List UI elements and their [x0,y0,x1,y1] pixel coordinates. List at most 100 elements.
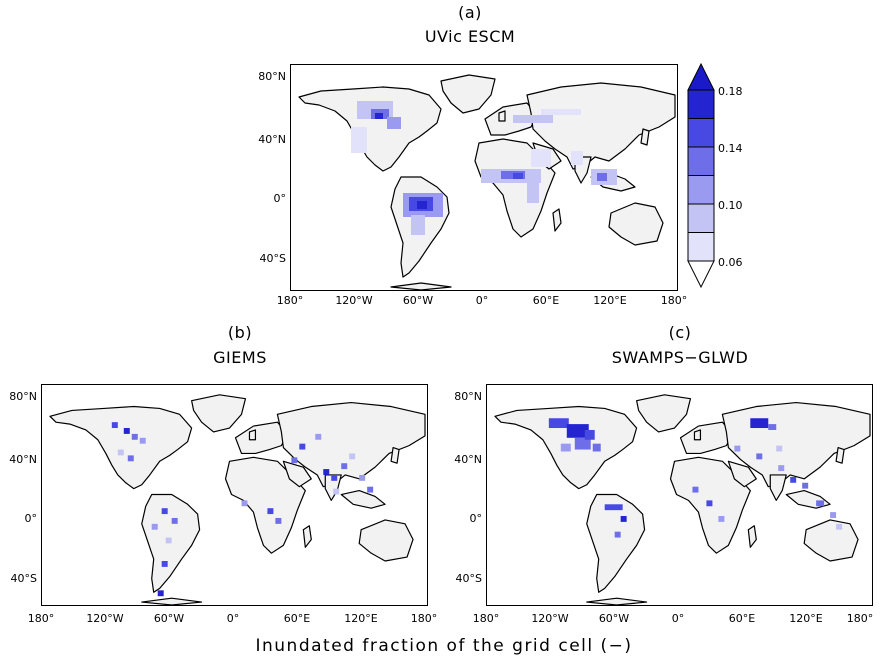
inundation-cell-b-6 [161,508,168,515]
landmass-se-asia-islands [340,490,386,509]
inundation-cell-c-2 [574,437,591,450]
landmass-antarctic-edge [141,597,203,605]
landmass-arabia [282,460,312,488]
inundation-cell-c-19 [836,523,843,530]
inundation-cell-c-10 [706,500,713,507]
landmass-greenland [636,394,692,433]
inundation-cell-b-16 [315,433,322,440]
inundation-cell-b-17 [323,469,330,475]
world-map-c [487,385,872,605]
lon-label-180e: 180° [410,612,438,625]
colorbar-label-010: 0.10 [718,199,743,212]
inundation-cell-b-10 [161,561,168,567]
inundation-cell-b-19 [341,463,348,470]
colorbar-label-014: 0.14 [718,142,743,155]
lon-label-60w: 60°W [153,612,185,625]
landmass-south-america [141,493,201,593]
inundation-cell-c-22 [776,445,783,452]
inundation-cell-a-3 [387,117,401,129]
lat-label-40n: 40°N [454,453,482,466]
landmass-madagascar [747,525,757,548]
landmass-india [324,474,342,501]
inundation-cell-a-18 [571,151,583,165]
landmass-australia [803,519,859,562]
colorbar-swatch-0 [687,89,715,119]
landmass-antarctic-edge [390,282,452,290]
inundation-cell-b-20 [349,453,356,460]
inundation-cell-b-22 [367,486,374,493]
inundation-cell-c-12 [750,418,769,429]
panel-c-title: SWAMPS−GLWD [611,348,749,367]
lon-label-180e: 180° [660,294,688,307]
lon-label-0: 0° [475,294,489,307]
colorbar-swatch-4 [687,203,715,233]
landmass-uk [693,429,702,441]
lon-label-180w: 180° [472,612,500,625]
inundation-cell-a-17 [531,149,551,167]
landmass-madagascar [552,208,562,232]
inundation-cell-b-12 [241,500,248,507]
colorbar-swatch-3 [687,175,715,205]
landmass-south-america [586,493,646,593]
inundation-cell-b-5 [127,455,134,462]
inundation-cell-b-18 [331,474,338,481]
inundation-cell-b-11 [157,590,164,597]
inundation-cell-c-20 [734,445,741,452]
landmass-japan [640,128,650,146]
lat-label-0: 0° [273,192,287,205]
lon-label-120w: 120°W [531,612,569,625]
landmass-europe [484,102,538,136]
inundation-cell-b-4 [117,449,124,456]
inundation-cell-c-21 [756,453,763,460]
world-map-b [42,385,427,605]
inundation-cell-c-14 [778,465,785,472]
map-frame-a [290,64,678,291]
landmass-uk [248,429,257,441]
inundation-cell-b-23 [333,488,340,495]
lon-label-60w: 60°W [402,294,434,307]
lon-label-180e: 180° [846,612,874,625]
lat-label-40n: 40°N [9,453,37,466]
inundation-cell-a-15 [597,173,607,181]
inundation-cell-b-8 [151,523,158,530]
map-panel-a: 80°N 40°N 0° 40°S 180° 120°W 60°W 0° 60°… [238,62,687,312]
inundation-cell-a-16 [351,127,367,153]
inundation-cell-b-2 [131,433,138,440]
lat-label-40s: 40°S [259,252,286,265]
map-frame-c [486,384,873,606]
lon-label-60e: 60°E [728,612,756,625]
colorbar-swatch-1 [687,118,715,148]
map-panel-c: 80°N 40°N 0° 40°S 180° 120°W 60°W 0° 60°… [440,382,888,632]
lat-label-40n: 40°N [258,133,286,146]
inundation-cell-a-7 [411,215,425,235]
inundation-cell-b-15 [299,443,306,450]
lon-label-120w: 120°W [86,612,124,625]
lon-label-120e: 120°E [593,294,627,307]
inundation-cell-c-17 [816,500,825,507]
colorbar-label-018: 0.18 [718,85,743,98]
inundation-cell-a-12 [513,115,553,123]
colorbar-swatch-5 [687,232,715,262]
inundation-cell-a-2 [375,113,383,119]
inundation-cell-c-7 [620,516,627,522]
landmass-japan [835,446,845,464]
landmass-japan [390,446,400,464]
inundation-cell-c-16 [802,482,809,489]
panel-b-title: GIEMS [213,348,267,367]
lat-label-80n: 80°N [454,390,482,403]
lat-label-0: 0° [469,512,483,525]
lon-label-120w: 120°W [335,294,373,307]
inundation-cell-c-6 [604,504,623,511]
inundation-cell-c-13 [768,424,777,430]
inundation-cell-a-13 [541,109,581,115]
inundation-cell-c-9 [692,486,699,493]
landmass-arabia [727,460,757,488]
landmass-madagascar [302,525,312,548]
inundation-cell-b-14 [275,517,282,524]
lat-label-0: 0° [24,512,38,525]
inundation-cell-c-15 [790,476,797,483]
lat-label-80n: 80°N [258,70,286,83]
inundation-cell-b-0 [111,422,118,429]
inundation-cell-a-6 [417,201,427,209]
inundation-cell-b-13 [267,508,274,515]
